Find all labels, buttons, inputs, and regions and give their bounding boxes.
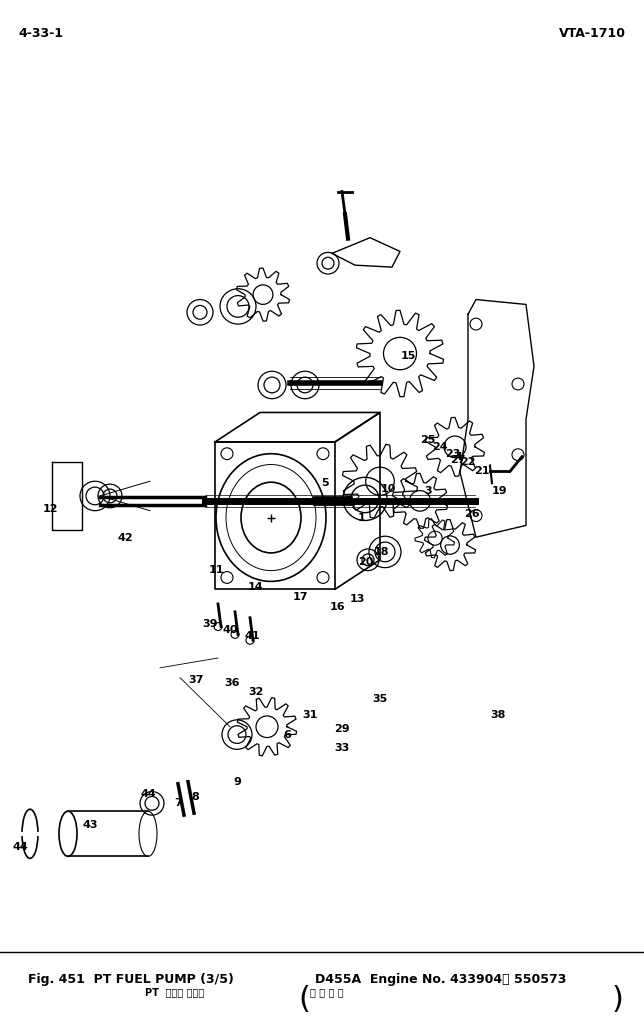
Text: 13: 13 bbox=[349, 594, 365, 604]
Text: 31: 31 bbox=[302, 710, 317, 720]
Text: 35: 35 bbox=[372, 695, 388, 704]
Text: 19: 19 bbox=[492, 486, 508, 496]
Text: 4-33-1: 4-33-1 bbox=[18, 26, 63, 40]
Text: 15: 15 bbox=[401, 351, 415, 360]
Text: 42: 42 bbox=[117, 533, 133, 543]
Text: VTA-1710: VTA-1710 bbox=[559, 26, 626, 40]
Text: 32: 32 bbox=[249, 687, 263, 698]
Text: 44: 44 bbox=[140, 788, 156, 798]
Text: 26: 26 bbox=[464, 508, 480, 519]
Text: Fig. 451  PT FUEL PUMP (3/5): Fig. 451 PT FUEL PUMP (3/5) bbox=[28, 973, 234, 986]
Text: 5: 5 bbox=[321, 478, 329, 488]
Text: 41: 41 bbox=[244, 632, 260, 642]
Text: 24: 24 bbox=[432, 441, 448, 452]
Text: 16: 16 bbox=[330, 602, 346, 612]
Text: 10: 10 bbox=[381, 484, 395, 494]
Text: 36: 36 bbox=[224, 677, 240, 687]
Text: 27: 27 bbox=[450, 455, 466, 465]
Text: 6: 6 bbox=[283, 729, 291, 739]
Text: 39: 39 bbox=[202, 618, 218, 629]
Text: 38: 38 bbox=[490, 710, 506, 720]
Text: 14: 14 bbox=[248, 583, 264, 592]
Text: 2: 2 bbox=[344, 496, 352, 505]
Text: 9: 9 bbox=[233, 777, 241, 787]
Text: 21: 21 bbox=[474, 467, 489, 476]
Text: 適 用 号 機: 適 用 号 機 bbox=[310, 986, 344, 997]
Text: 29: 29 bbox=[334, 724, 350, 733]
Text: 1: 1 bbox=[358, 513, 366, 523]
Text: 3: 3 bbox=[424, 486, 432, 496]
Text: 12: 12 bbox=[43, 503, 58, 514]
Text: PT  フェル ポンプ: PT フェル ポンプ bbox=[145, 986, 204, 997]
Text: ): ) bbox=[612, 985, 624, 1014]
Text: 33: 33 bbox=[334, 743, 350, 754]
Text: 43: 43 bbox=[82, 820, 98, 830]
Text: 23: 23 bbox=[445, 448, 460, 459]
Text: 8: 8 bbox=[191, 792, 199, 802]
Text: D455A  Engine No. 433904～ 550573: D455A Engine No. 433904～ 550573 bbox=[315, 973, 566, 986]
Text: 18: 18 bbox=[374, 547, 389, 557]
Text: 20: 20 bbox=[358, 556, 374, 566]
Text: (: ( bbox=[298, 985, 310, 1014]
Text: 4: 4 bbox=[454, 452, 462, 462]
Text: 17: 17 bbox=[292, 592, 308, 602]
Text: 25: 25 bbox=[421, 435, 436, 445]
Text: 37: 37 bbox=[188, 674, 204, 684]
Text: 7: 7 bbox=[174, 798, 182, 809]
Text: 44: 44 bbox=[12, 841, 28, 851]
Text: 11: 11 bbox=[208, 564, 223, 575]
Text: 40: 40 bbox=[222, 625, 238, 636]
Text: 22: 22 bbox=[460, 457, 476, 467]
